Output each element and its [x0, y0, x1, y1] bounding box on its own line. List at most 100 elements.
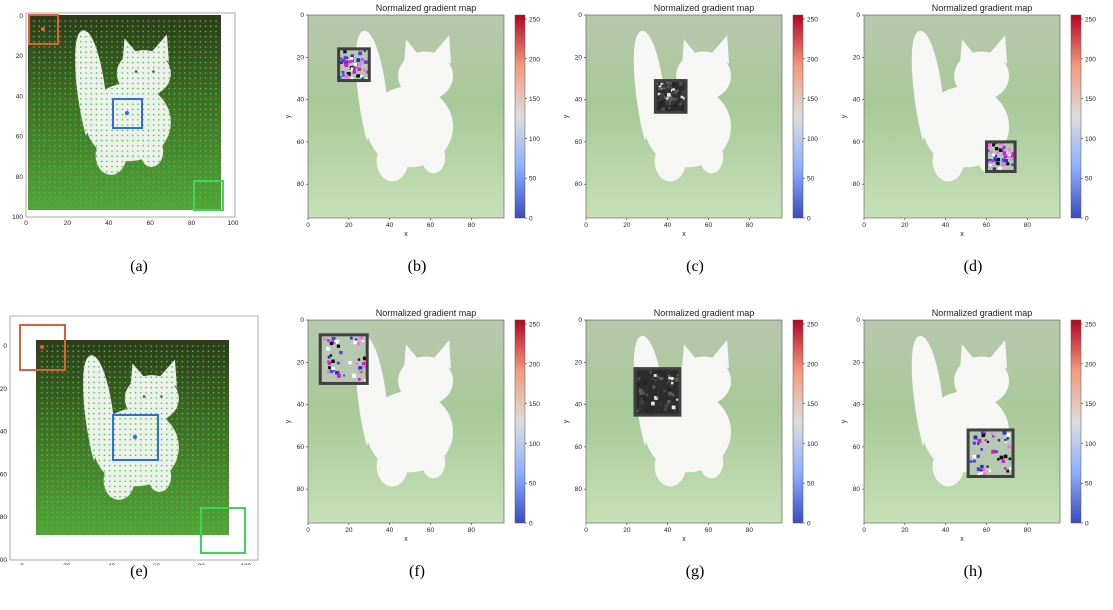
y-tick: 0 [19, 13, 23, 20]
patch-frame [653, 79, 688, 114]
panel-h: Normalized gradient map 0 0 20 20 40 40 60 60 80 8… [834, 305, 1112, 610]
panel-caption: (b) [407, 258, 427, 275]
y-tick: 80 [16, 174, 24, 181]
x-tick: 80 [1024, 222, 1032, 229]
x-tick: 0 [584, 222, 588, 229]
colorbar-tick: 200 [1085, 361, 1096, 368]
colorbar [514, 14, 526, 219]
y-tick: 80 [297, 486, 305, 493]
x-tick: 20 [63, 563, 71, 565]
gradient-patch [318, 333, 369, 385]
plot-title: Normalized gradient map [376, 308, 477, 318]
axes-frame [307, 14, 505, 219]
y-tick: 0 [300, 317, 304, 324]
plot-title: Normalized gradient map [654, 3, 755, 13]
y-tick: 60 [297, 139, 305, 146]
y-tick: 0 [578, 317, 582, 324]
colorbar-tick: 0 [529, 216, 533, 223]
colorbar-tick: 50 [1085, 176, 1093, 183]
y-tick: 60 [297, 444, 305, 451]
x-tick: 60 [147, 220, 155, 227]
x-axis-label: x [682, 231, 686, 238]
x-tick: 40 [105, 220, 113, 227]
x-tick: 20 [345, 527, 353, 534]
panel-caption: (d) [963, 258, 983, 275]
y-tick: 40 [0, 429, 7, 436]
grid-points [33, 20, 217, 204]
colorbar-tick: 0 [807, 521, 811, 528]
patch-frame [966, 428, 1015, 478]
x-tick: 0 [584, 527, 588, 534]
y-axis-label: y [563, 114, 570, 118]
y-tick: 60 [0, 471, 7, 478]
x-tick: 40 [386, 222, 394, 229]
patch-frame [337, 47, 371, 83]
panel-caption: (f) [409, 563, 425, 580]
colorbar-tick: 50 [529, 481, 537, 488]
red-point [40, 345, 44, 349]
axes-frame [307, 319, 505, 524]
plot-title: Normalized gradient map [654, 308, 755, 318]
colorbar-tick: 100 [529, 136, 540, 143]
y-tick: 60 [853, 444, 861, 451]
y-tick: 80 [297, 181, 305, 188]
y-axis-label: y [841, 419, 848, 423]
y-tick: 20 [297, 54, 305, 61]
x-tick: 40 [664, 222, 672, 229]
gradient-patch [985, 140, 1017, 173]
panel-c-plot: Normalized gradient map 0 0 20 20 40 40 60 60 80 8… [563, 3, 818, 238]
y-tick: 0 [300, 12, 304, 19]
y-tick: 0 [856, 12, 860, 19]
x-tick: 0 [862, 222, 866, 229]
x-tick: 60 [705, 527, 713, 534]
colorbar-tick: 100 [1085, 441, 1096, 448]
x-tick: 40 [108, 563, 116, 565]
x-tick: 0 [24, 220, 28, 227]
panel-e-plot: 0 0 20 20 40 40 60 60 80 80 100 100 [0, 315, 259, 565]
blue-window [112, 414, 159, 461]
colorbar-tick: 200 [529, 361, 540, 368]
y-tick: 40 [853, 97, 861, 104]
x-tick: 80 [468, 527, 476, 534]
x-tick: 20 [345, 222, 353, 229]
colorbar-tick: 250 [529, 321, 540, 328]
x-tick: 80 [1024, 527, 1032, 534]
gradient-patch [337, 47, 371, 83]
x-tick: 0 [306, 527, 310, 534]
panel-caption: (h) [963, 563, 983, 580]
y-tick: 0 [3, 343, 7, 350]
panel-g: Normalized gradient map 0 0 20 20 40 40 60 60 80 8… [556, 305, 834, 610]
y-tick: 100 [12, 214, 23, 221]
x-axis-label: x [960, 536, 964, 543]
colorbar-tick: 200 [1085, 56, 1096, 63]
panel-caption: (e) [130, 563, 148, 580]
x-tick: 20 [901, 222, 909, 229]
colorbar-tick: 250 [529, 16, 540, 23]
x-tick: 40 [664, 527, 672, 534]
gradient-patch [653, 79, 688, 114]
colorbar-tick: 50 [807, 481, 815, 488]
axes-frame [585, 14, 783, 219]
x-tick: 20 [623, 527, 631, 534]
panel-caption: (a) [130, 258, 148, 275]
x-tick: 100 [228, 220, 239, 227]
colorbar-tick: 0 [1085, 521, 1089, 528]
grid-points [41, 345, 225, 529]
x-tick: 60 [427, 527, 435, 534]
y-axis-label: y [285, 114, 292, 118]
colorbar-tick: 0 [529, 521, 533, 528]
panel-a-plot: 0 0 20 20 40 40 60 60 80 80 100 100 [12, 12, 239, 227]
y-tick: 40 [853, 402, 861, 409]
x-tick: 80 [746, 222, 754, 229]
gradient-patch [966, 428, 1015, 478]
y-tick: 40 [575, 402, 583, 409]
x-axis-label: x [404, 231, 408, 238]
x-tick: 20 [623, 222, 631, 229]
plot-title: Normalized gradient map [932, 308, 1033, 318]
axes-frame [863, 14, 1061, 219]
x-axis-label: x [404, 536, 408, 543]
green-window [193, 180, 224, 211]
colorbar-tick: 150 [1085, 96, 1096, 103]
panel-f-plot: Normalized gradient map 0 0 20 20 40 40 60 60 80 8… [285, 308, 540, 543]
x-tick: 60 [705, 222, 713, 229]
